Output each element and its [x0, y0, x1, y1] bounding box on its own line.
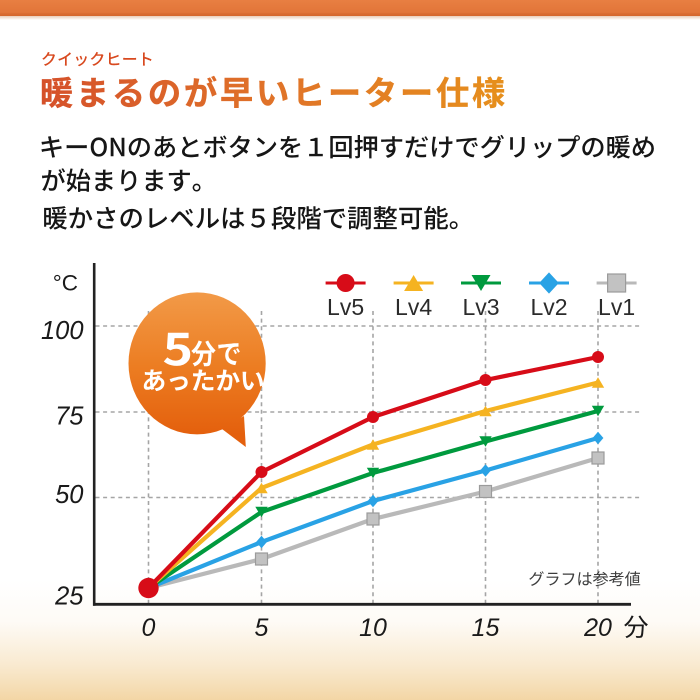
svg-text:0: 0	[142, 614, 156, 642]
svg-text:15: 15	[472, 614, 500, 642]
svg-text:50: 50	[55, 481, 83, 509]
svg-text:Lv4: Lv4	[395, 294, 432, 320]
svg-text:75: 75	[55, 403, 84, 431]
svg-text:°C: °C	[53, 271, 78, 296]
svg-text:Lv1: Lv1	[598, 294, 635, 320]
svg-text:20: 20	[583, 614, 612, 642]
svg-text:5: 5	[255, 614, 269, 642]
svg-text:Lv5: Lv5	[327, 294, 364, 320]
svg-text:Lv2: Lv2	[530, 294, 567, 320]
svg-text:Lv3: Lv3	[462, 294, 499, 320]
svg-text:100: 100	[41, 317, 84, 345]
svg-text:25: 25	[54, 583, 84, 611]
svg-text:10: 10	[359, 614, 387, 642]
